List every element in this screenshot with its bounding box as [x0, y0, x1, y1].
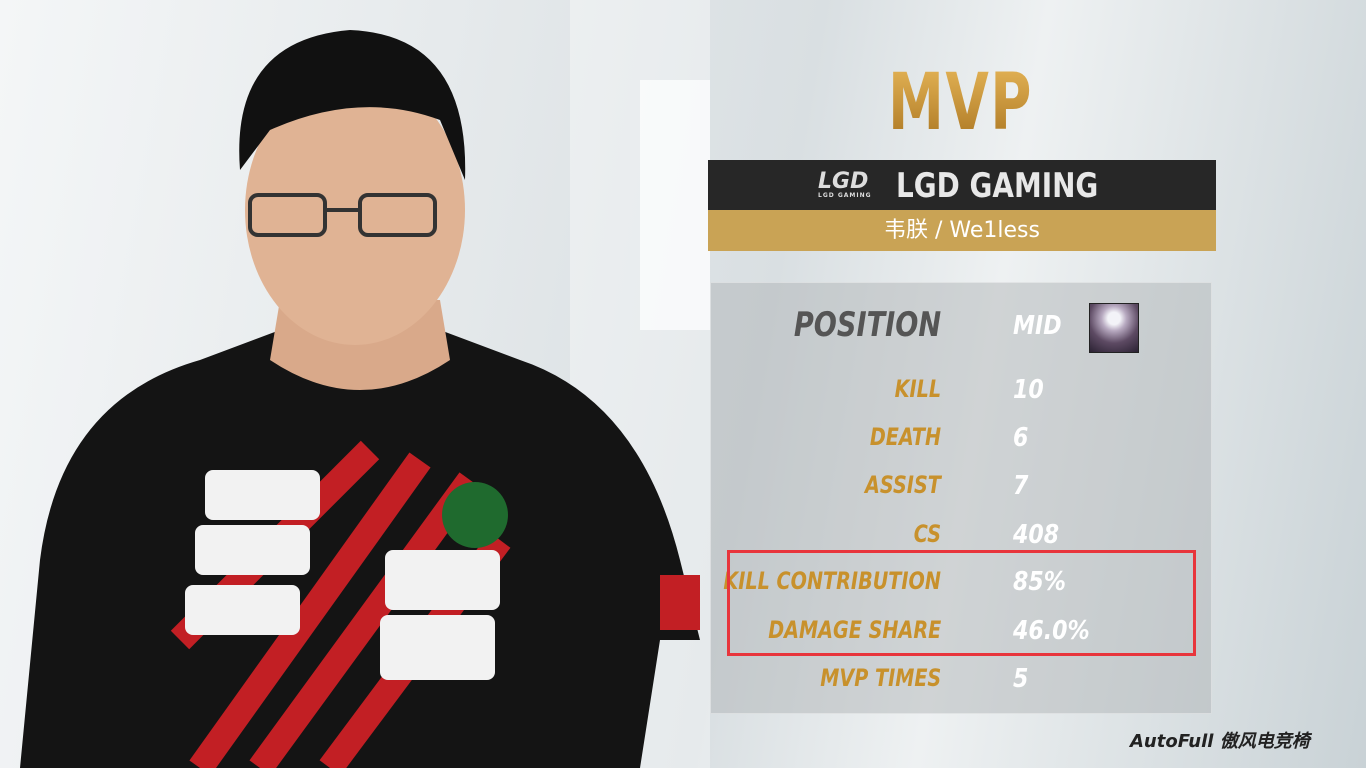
- stat-row: KILL CONTRIBUTION 85%: [711, 567, 1211, 607]
- highlight-box: [727, 550, 1196, 656]
- team-logo: LGD LGD GAMING: [818, 169, 872, 199]
- background-shape: [640, 80, 710, 330]
- stats-panel: POSITION MID KILL 10 DEATH 6 ASSIST 7 CS 408…: [710, 282, 1212, 714]
- mvp-title: MVP: [888, 58, 1033, 148]
- stat-row: KILL 10: [711, 375, 1211, 415]
- stat-label: KILL CONTRIBUTION: [723, 567, 941, 595]
- stat-row-position: POSITION MID: [711, 303, 1211, 353]
- stat-row: CS 408: [711, 520, 1211, 560]
- player-name: 韦朕 / We1less: [708, 210, 1216, 251]
- stat-value: 5: [1013, 664, 1029, 694]
- stat-label: DEATH: [869, 423, 941, 451]
- stat-label: DAMAGE SHARE: [768, 616, 941, 644]
- sponsor-logo: AutoFull 傲风电竞椅: [1130, 731, 1310, 752]
- stat-row: ASSIST 7: [711, 471, 1211, 511]
- stat-value: MID: [1013, 311, 1062, 341]
- stat-value: 408: [1013, 520, 1060, 550]
- stat-row: MVP TIMES 5: [711, 664, 1211, 704]
- stat-label: POSITION: [793, 305, 941, 345]
- stat-label: KILL: [894, 375, 942, 403]
- stat-value: 10: [1013, 375, 1044, 405]
- team-bar: LGD LGD GAMING LGD GAMING: [708, 160, 1216, 210]
- stat-row: DAMAGE SHARE 46.0%: [711, 616, 1211, 656]
- stat-value: 46.0%: [1013, 616, 1090, 646]
- stat-value: 85%: [1013, 567, 1066, 597]
- stat-row: DEATH 6: [711, 423, 1211, 463]
- stat-label: MVP TIMES: [819, 664, 941, 692]
- champion-portrait-icon: [1089, 303, 1139, 353]
- stat-label: CS: [913, 520, 941, 548]
- team-name: LGD GAMING: [896, 166, 1099, 206]
- stat-label: ASSIST: [865, 471, 941, 499]
- player-photo: [20, 30, 700, 768]
- stat-value: 6: [1013, 423, 1029, 453]
- stat-value: 7: [1013, 471, 1029, 501]
